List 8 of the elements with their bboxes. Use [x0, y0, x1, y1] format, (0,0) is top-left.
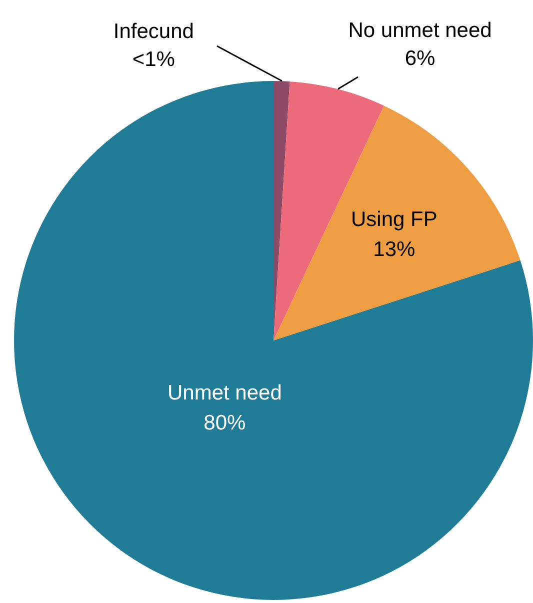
slice-label: No unmet need — [348, 18, 492, 42]
data-label: 6% — [404, 46, 436, 70]
slice-label: Using FP — [351, 208, 438, 231]
data-label: 80% — [204, 411, 246, 434]
slice-label: Unmet need — [167, 381, 282, 404]
data-label: <1% — [132, 48, 175, 71]
slice-label: Infecund — [113, 20, 194, 43]
data-label: 13% — [373, 238, 416, 261]
